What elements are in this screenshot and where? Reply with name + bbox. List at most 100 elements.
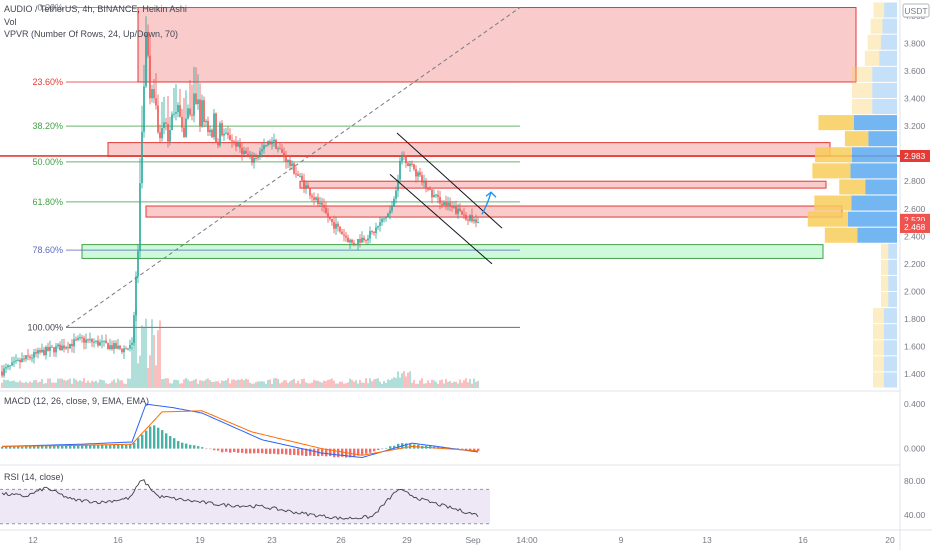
vpvr-down-7 — [881, 259, 889, 275]
vpvr-up-2 — [883, 340, 897, 356]
price-tick-12: 1.600 — [904, 342, 926, 352]
candle-body-130 — [261, 149, 263, 152]
candle-body-141 — [283, 152, 285, 158]
vpvr-down-11 — [814, 195, 852, 211]
volume-bar-140 — [281, 382, 283, 388]
candle-body-45 — [91, 339, 93, 343]
vpvr-down-4 — [873, 308, 884, 324]
candle-body-92 — [185, 118, 187, 138]
candle-body-43 — [87, 339, 89, 341]
volume-bar-211 — [423, 383, 425, 388]
volume-bar-90 — [181, 383, 183, 388]
candle-body-220 — [441, 203, 443, 206]
volume-bar-21 — [43, 383, 45, 388]
candle-body-61 — [123, 348, 125, 353]
candle-body-42 — [85, 339, 87, 343]
candle-body-216 — [433, 195, 435, 198]
macd-hist-68 — [137, 438, 140, 449]
volume-bar-179 — [359, 379, 361, 388]
candle-body-230 — [461, 211, 463, 215]
volume-bar-153 — [307, 383, 309, 388]
candle-body-176 — [353, 242, 355, 245]
candle-body-134 — [269, 141, 271, 145]
fib-label-6: 100.00% — [27, 322, 63, 332]
time-label-1: 16 — [113, 535, 123, 545]
volume-bar-105 — [211, 381, 213, 388]
volume-bar-88 — [177, 380, 179, 388]
volume-bar-20 — [41, 379, 43, 388]
macd-hist-72 — [145, 430, 148, 449]
price-axis[interactable]: 4.0003.8003.6003.4003.2003.0002.8002.600… — [900, 11, 930, 379]
volume-bar-37 — [75, 379, 77, 388]
time-axis[interactable]: 12 16 19 23 26 29 Sep 14:00 9 13 16 20 — [28, 535, 895, 545]
candle-body-204 — [409, 163, 411, 166]
volume-bar-56 — [113, 379, 115, 388]
volume-bar-93 — [187, 379, 189, 388]
volume-bar-195 — [391, 378, 393, 388]
vpvr-down-18 — [852, 82, 873, 98]
candle-body-67 — [135, 276, 137, 316]
candle-body-20 — [41, 349, 43, 353]
candle-body-224 — [449, 202, 451, 206]
candle-body-64 — [129, 344, 131, 349]
macd-hist-148 — [297, 448, 300, 456]
volume-bar-209 — [419, 380, 421, 388]
volume-bar-199 — [399, 377, 401, 388]
rsi-pane: 80.00 40.00 — [0, 476, 926, 525]
volume-bar-196 — [393, 377, 395, 388]
volume-bar-129 — [259, 381, 261, 388]
currency-badge-box[interactable] — [902, 3, 930, 18]
volume-bar-106 — [213, 381, 215, 388]
candle-body-28 — [57, 344, 59, 347]
fib-label-2: 38.20% — [32, 121, 63, 131]
volume-bar-172 — [345, 383, 347, 388]
volume-bar-185 — [371, 381, 373, 388]
price-tick-2: 3.600 — [904, 66, 926, 76]
volume-bar-11 — [23, 382, 25, 388]
volume-bar-72 — [145, 318, 147, 388]
volume-bar-121 — [243, 380, 245, 388]
candle-body-210 — [421, 175, 423, 183]
candle-body-102 — [205, 120, 207, 123]
candle-body-173 — [347, 237, 349, 243]
volume-bar-166 — [333, 380, 335, 388]
macd-hist-82 — [165, 433, 168, 449]
candle-body-5 — [11, 362, 13, 366]
fib-label-3: 50.00% — [32, 157, 63, 167]
volume-bar-168 — [337, 383, 339, 388]
volume-bar-24 — [49, 378, 51, 388]
candle-body-94 — [189, 108, 191, 115]
volume-bar-230 — [461, 382, 463, 388]
volume-bar-97 — [195, 378, 197, 388]
candle-body-114 — [229, 135, 231, 141]
volume-bar-145 — [291, 380, 293, 388]
candle-body-105 — [211, 129, 213, 138]
candle-body-71 — [143, 86, 145, 132]
volume-bar-133 — [267, 380, 269, 388]
volume-bar-205 — [411, 382, 413, 388]
volume-bar-71 — [143, 326, 145, 388]
volume-bar-151 — [303, 378, 305, 388]
macd-hist-4 — [9, 446, 12, 449]
candle-body-153 — [307, 185, 309, 189]
volume-bar-44 — [89, 382, 91, 388]
fib-label-5: 78.60% — [32, 245, 63, 255]
candle-body-29 — [59, 344, 61, 351]
volume-bar-80 — [161, 379, 163, 388]
vpvr-down-10 — [807, 211, 848, 227]
volume-bar-157 — [315, 380, 317, 388]
candle-body-180 — [361, 237, 363, 243]
drawings-layer[interactable] — [389, 132, 503, 265]
macd-hist-192 — [385, 448, 388, 449]
candle-body-99 — [199, 99, 201, 127]
volume-bar-237 — [475, 381, 477, 388]
macd-hist-178 — [357, 448, 360, 456]
macd-hist-80 — [161, 430, 164, 449]
candle-body-214 — [429, 188, 431, 190]
candle-body-162 — [325, 207, 327, 214]
volume-bar-12 — [25, 381, 27, 388]
macd-hist-46 — [93, 444, 96, 449]
volume-bar-221 — [443, 383, 445, 388]
vpvr-down-5 — [881, 292, 889, 308]
